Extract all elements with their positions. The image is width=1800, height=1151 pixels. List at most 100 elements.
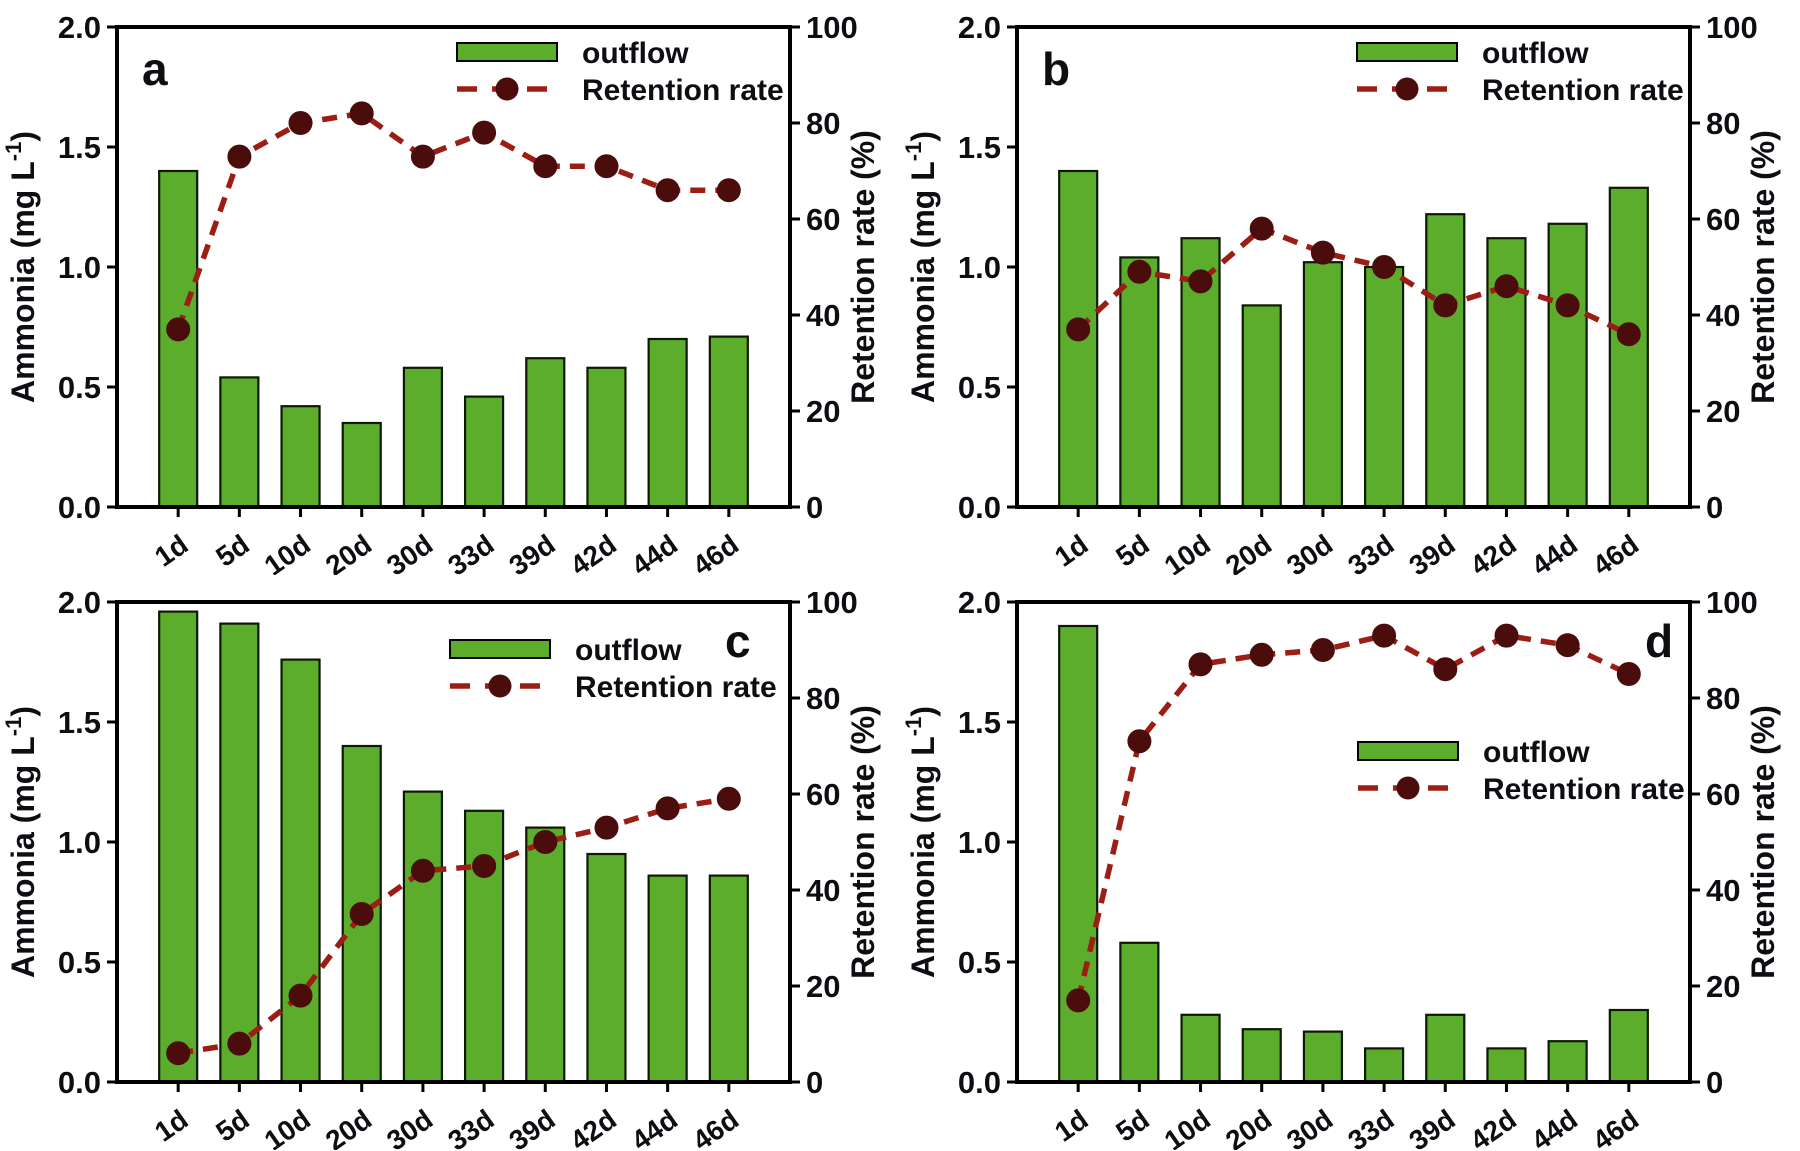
right-tick-label: 20 (1706, 394, 1740, 429)
x-tick-label: 42d (1465, 529, 1522, 575)
outflow-bar-10d (280, 405, 321, 509)
outflow-bar-5d (219, 376, 260, 509)
right-tick-label: 100 (1706, 585, 1758, 620)
left-axis-title: Ammonia (mg L-1) (1, 131, 41, 403)
panel-letter-d: d (1645, 615, 1673, 667)
retention-point-1d (1066, 988, 1091, 1013)
left-tick-label: 1.5 (58, 705, 101, 740)
retention-point-46d (716, 786, 741, 811)
right-tick-label: 80 (1706, 106, 1740, 141)
outflow-bar-20d (341, 421, 382, 509)
right-tick-label: 20 (806, 394, 840, 429)
retention-point-5d (1127, 259, 1152, 284)
left-tick-label: 0.0 (958, 1065, 1001, 1100)
retention-point-42d (1494, 623, 1519, 648)
retention-point-46d (1616, 662, 1641, 686)
left-tick-label: 2.0 (58, 10, 101, 45)
retention-point-1d (166, 1041, 191, 1066)
panel-b-chart: 0.0 0.5 1.0 1.5 2.0 0 20 40 60 80 100 1d 5d 10d 20d 30d… (901, 10, 1781, 575)
right-tick-label: 80 (806, 106, 840, 141)
left-tick-label: 2.0 (958, 10, 1001, 45)
x-tick-label: 39d (503, 529, 560, 575)
panel-letter-c: c (725, 615, 751, 667)
retention-point-33d (472, 854, 497, 878)
x-tick-label: 39d (1403, 1104, 1460, 1150)
left-axis-title: Ammonia (mg L-1) (901, 131, 941, 403)
outflow-bar-1d (158, 610, 199, 1084)
x-tick-label: 20d (1220, 1104, 1277, 1150)
right-tick-label: 0 (806, 490, 823, 525)
outflow-bar-42d (586, 852, 627, 1084)
x-tick-label: 33d (1342, 529, 1399, 575)
left-tick-label: 0.5 (58, 945, 101, 980)
outflow-bar-42d (586, 366, 627, 509)
right-tick-label: 40 (1706, 873, 1740, 908)
x-tick-label: 33d (442, 1104, 499, 1150)
x-tick-label: 10d (259, 529, 316, 575)
left-tick-label: 2.0 (58, 585, 101, 620)
retention-point-42d (594, 815, 619, 840)
retention-point-46d (1616, 322, 1641, 347)
left-tick-label: 0.0 (58, 490, 101, 525)
legend-retention-marker (488, 674, 512, 698)
right-tick-label: 60 (806, 777, 840, 812)
outflow-bar-33d (1363, 1047, 1405, 1084)
outflow-bar-5d (1119, 256, 1160, 509)
x-tick-label: 1d (149, 529, 194, 573)
legend-outflow-swatch (1356, 42, 1458, 62)
retention-point-20d (349, 902, 374, 926)
left-tick-label: 1.0 (958, 825, 1001, 860)
retention-point-30d (1310, 638, 1335, 662)
left-axis-title: Ammonia (mg L-1) (901, 706, 941, 978)
retention-point-20d (1249, 216, 1274, 241)
outflow-bar-30d (1302, 1030, 1344, 1084)
x-tick-label: 33d (442, 529, 499, 575)
retention-point-39d (1433, 657, 1458, 682)
x-tick-label: 5d (1110, 1104, 1155, 1148)
left-tick-label: 1.5 (58, 130, 101, 165)
legend-retention-label: Retention rate (582, 74, 784, 107)
retention-point-39d (1433, 293, 1458, 318)
panel-letter-b: b (1042, 43, 1070, 95)
outflow-bar-33d (463, 395, 505, 509)
legend-outflow-label: outflow (582, 37, 689, 70)
right-axis-title: Retention rate (%) (1745, 130, 1781, 404)
x-tick-label: 42d (565, 1104, 622, 1150)
right-tick-label: 40 (806, 298, 840, 333)
retention-point-10d (288, 983, 313, 1008)
retention-point-10d (1188, 269, 1213, 294)
x-tick-label: 1d (149, 1104, 194, 1148)
left-tick-label: 0.5 (58, 370, 101, 405)
retention-point-30d (1310, 240, 1335, 265)
retention-line (1076, 225, 1630, 337)
x-tick-label: 20d (320, 529, 377, 575)
right-tick-label: 60 (1706, 202, 1740, 237)
retention-point-10d (288, 111, 313, 135)
x-tick-label: 42d (565, 529, 622, 575)
right-tick-label: 0 (1706, 1065, 1723, 1100)
retention-point-33d (1372, 255, 1397, 279)
legend-retention-label: Retention rate (575, 671, 777, 704)
outflow-bar-39d (1425, 1013, 1466, 1084)
right-tick-label: 60 (1706, 777, 1740, 812)
retention-point-5d (1127, 729, 1152, 754)
retention-point-39d (533, 830, 558, 854)
right-axis-title: Retention rate (%) (1745, 705, 1781, 979)
retention-point-5d (227, 144, 252, 169)
outflow-bar-44d (1547, 222, 1588, 509)
panel-b: 0.0 0.5 1.0 1.5 2.0 0 20 40 60 80 100 1d 5d 10d 20d 30d… (900, 0, 1800, 575)
x-tick-label: 10d (1159, 1104, 1216, 1150)
left-axis-title: Ammonia (mg L-1) (1, 706, 41, 978)
legend-outflow-label: outflow (1483, 736, 1590, 769)
right-tick-label: 0 (806, 1065, 823, 1100)
outflow-bar-5d (1119, 941, 1160, 1084)
outflow-bar-44d (647, 337, 688, 509)
left-tick-label: 1.0 (58, 250, 101, 285)
x-tick-label: 20d (1220, 529, 1277, 575)
left-tick-label: 1.5 (958, 705, 1001, 740)
outflow-bar-46d (1608, 1008, 1649, 1084)
left-tick-label: 2.0 (958, 585, 1001, 620)
legend-outflow-swatch (456, 42, 558, 62)
legend-retention-marker (1396, 776, 1420, 800)
